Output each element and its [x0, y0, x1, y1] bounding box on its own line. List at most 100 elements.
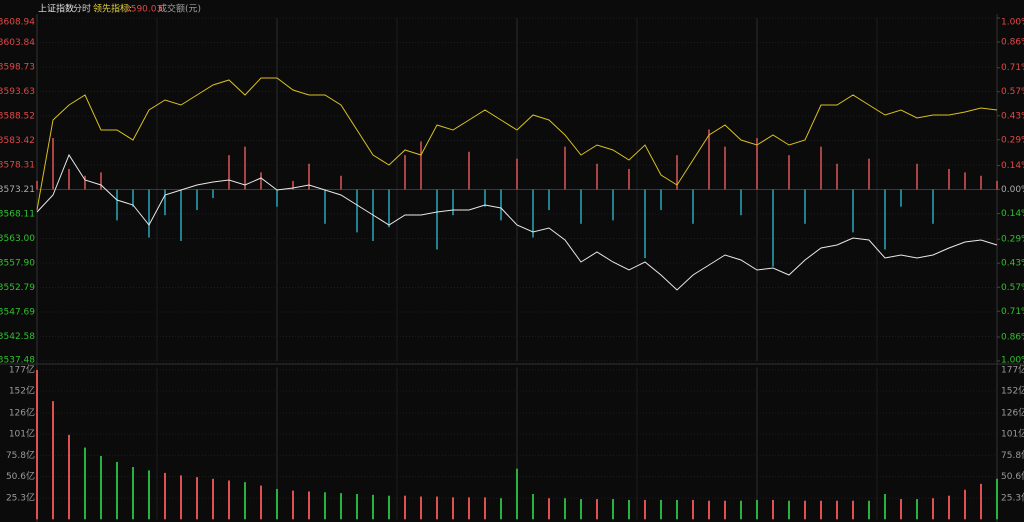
indicator-bar — [212, 189, 214, 199]
volume-bar — [308, 491, 310, 520]
indicator-bar — [164, 189, 166, 216]
volume-bar — [84, 447, 86, 520]
indicator-bar — [996, 180, 998, 190]
indicator-bar — [132, 189, 134, 207]
volume-bar — [436, 496, 438, 520]
indicator-bar — [820, 146, 822, 190]
y-tick-label: 126亿 — [9, 406, 35, 418]
volume-bar — [356, 493, 358, 520]
indicator-bar — [564, 146, 566, 190]
volume-bar — [516, 468, 518, 520]
y2-tick-label: 0.71% — [1001, 63, 1024, 73]
indicator-bar — [436, 189, 438, 250]
volume-bar — [580, 499, 582, 520]
y2-tick-label: 0.29% — [1001, 135, 1024, 145]
volume-title: 成交额(元) — [158, 3, 201, 15]
y-tick-label: 3578.31 — [0, 161, 35, 171]
indicator-bar — [692, 189, 694, 224]
indicator-bar — [260, 172, 262, 190]
volume-bar — [932, 498, 934, 520]
y2-tick-label: 0.57% — [1001, 87, 1024, 97]
indicator-bar — [660, 189, 662, 211]
y-tick-label: 3608.94 — [0, 18, 35, 28]
volume-bar — [404, 495, 406, 520]
y-tick-label: 3547.69 — [0, 307, 35, 317]
indicator-bar — [500, 189, 502, 221]
indicator-bar — [52, 138, 54, 190]
y-tick-label: 75.8亿 — [6, 449, 35, 461]
indicator-bar — [676, 155, 678, 190]
volume-bar — [292, 490, 294, 520]
volume-bar — [500, 498, 502, 520]
volume-bar — [180, 475, 182, 520]
volume-bar — [52, 401, 54, 520]
indicator-bar — [228, 155, 230, 190]
volume-bar — [964, 489, 966, 520]
indicator-label: 领先指标: — [93, 3, 132, 15]
index-name: 上证指数 — [38, 3, 74, 15]
y2-tick-label: 0.43% — [1001, 259, 1024, 269]
indicator-bar — [804, 189, 806, 224]
indicator-bar — [548, 189, 550, 211]
volume-bar — [228, 480, 230, 520]
volume-bar — [740, 500, 742, 520]
y2-tick-label: 177亿 — [1001, 363, 1024, 375]
volume-bar — [148, 470, 150, 520]
indicator-bar — [628, 168, 630, 190]
indicator-bar — [516, 158, 518, 190]
volume-bar — [676, 499, 678, 520]
volume-bar — [212, 478, 214, 520]
indicator-bar — [644, 189, 646, 259]
y2-tick-label: 1.00% — [1001, 356, 1024, 366]
y2-tick-label: 1.00% — [1001, 18, 1024, 28]
volume-bar — [164, 472, 166, 520]
volume-bar — [244, 482, 246, 520]
y2-tick-label: 75.8亿 — [1001, 449, 1024, 461]
indicator-bar — [948, 168, 950, 190]
volume-bar — [388, 495, 390, 520]
y-tick-label: 3573.21 — [0, 185, 35, 195]
indicator-bar — [884, 189, 886, 250]
volume-bar — [612, 499, 614, 520]
volume-bar — [100, 456, 102, 520]
volume-bar — [596, 499, 598, 520]
y2-tick-label: 0.71% — [1001, 307, 1024, 317]
volume-bar — [852, 500, 854, 520]
indicator-value: 3590.03 — [125, 5, 162, 15]
y-tick-label: 3603.84 — [0, 38, 35, 48]
indicator-bar — [724, 146, 726, 190]
volume-bar — [468, 497, 470, 520]
volume-bar — [36, 369, 38, 520]
volume-bar — [452, 497, 454, 520]
y-tick-label: 3588.52 — [0, 112, 35, 122]
indicator-bar — [964, 172, 966, 190]
volume-bar — [900, 499, 902, 520]
volume-bar — [788, 500, 790, 520]
y2-tick-label: 126亿 — [1001, 406, 1024, 418]
indicator-bar — [148, 189, 150, 238]
volume-bar — [836, 500, 838, 520]
indicator-bar — [116, 189, 118, 221]
y-tick-label: 50.6亿 — [6, 470, 35, 482]
volume-bar — [868, 500, 870, 520]
volume-bar — [340, 493, 342, 520]
y2-tick-label: 0.14% — [1001, 209, 1024, 219]
y-tick-label: 3563.00 — [0, 234, 35, 244]
volume-bar — [564, 498, 566, 520]
indicator-bar — [276, 189, 278, 207]
volume-bar — [132, 466, 134, 520]
y2-tick-label: 0.86% — [1001, 332, 1024, 342]
y-tick-label: 25.3亿 — [6, 491, 35, 503]
volume-bar — [980, 483, 982, 520]
indicator-bar — [836, 163, 838, 190]
y2-tick-label: 0.43% — [1001, 111, 1024, 121]
volume-bar — [116, 461, 118, 520]
y2-tick-label: 0.14% — [1001, 161, 1024, 171]
price-line — [36, 153, 998, 291]
y-tick-label: 3552.79 — [0, 283, 35, 293]
volume-bar — [724, 500, 726, 520]
y-tick-label: 177亿 — [9, 363, 35, 375]
volume-bar — [324, 492, 326, 520]
indicator-bar — [84, 175, 86, 190]
